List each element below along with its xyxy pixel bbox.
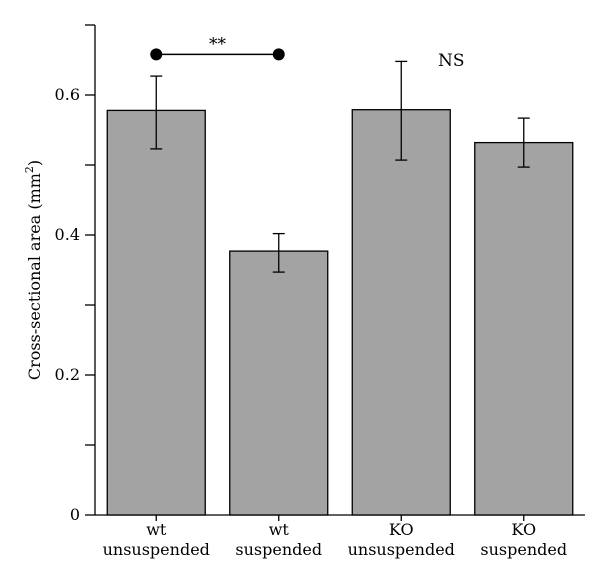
y-axis-label: Cross-sectional area (mm2) bbox=[23, 160, 44, 380]
bar bbox=[351, 109, 451, 516]
y-tick-label: 0.4 bbox=[55, 225, 80, 244]
x-tick-label: KO bbox=[511, 520, 536, 539]
significance-dot bbox=[272, 48, 285, 61]
x-tick-label: unsuspended bbox=[103, 540, 210, 559]
bar bbox=[474, 141, 574, 516]
x-tick-label: wt bbox=[146, 520, 167, 539]
y-tick-label: 0.6 bbox=[55, 85, 80, 104]
x-tick-label: suspended bbox=[480, 540, 567, 559]
significance-dot bbox=[150, 48, 163, 61]
y-tick-label: 0 bbox=[70, 505, 80, 524]
bar bbox=[106, 109, 206, 516]
y-tick-label: 0.2 bbox=[55, 365, 80, 384]
ns-label: NS bbox=[438, 51, 465, 71]
x-tick-label: suspended bbox=[235, 540, 322, 559]
x-tick-label: unsuspended bbox=[348, 540, 455, 559]
significance-label: ** bbox=[209, 34, 227, 54]
plot-area: 00.20.40.6wtunsuspendedwtsuspendedKOunsu… bbox=[55, 24, 585, 559]
x-tick-label: KO bbox=[389, 520, 414, 539]
bar bbox=[229, 250, 329, 516]
x-tick-label: wt bbox=[269, 520, 290, 539]
